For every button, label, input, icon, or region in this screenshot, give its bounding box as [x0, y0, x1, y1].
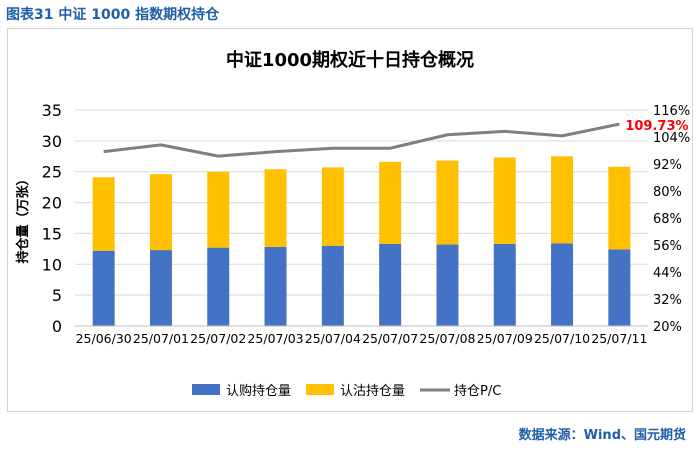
chart-frame	[7, 28, 693, 412]
x-tick-label: 25/07/03	[247, 331, 303, 346]
y-tick-label: 0	[52, 317, 62, 336]
y2-tick-label: 56%	[653, 239, 682, 254]
bar-call	[92, 250, 115, 326]
y-tick-label: 25	[42, 163, 62, 182]
legend-label: 认购持仓量	[226, 383, 291, 399]
bar-call	[379, 243, 402, 326]
y2-tick-label: 68%	[653, 212, 682, 227]
y2-tick-label: 32%	[653, 293, 682, 308]
bar-call	[207, 247, 230, 326]
legend-swatch	[192, 384, 220, 395]
bar-put	[551, 156, 574, 244]
y-tick-label: 5	[52, 286, 62, 305]
axes: 0510152025303520%32%44%56%68%80%92%104%1…	[42, 101, 691, 346]
legend-label: 认沽持仓量	[340, 384, 405, 399]
bar-put	[436, 160, 459, 245]
y2-tick-label: 80%	[653, 185, 682, 200]
y2-tick-label: 20%	[653, 320, 682, 335]
y-axis-label: 持仓量（万张）	[15, 172, 31, 263]
y-tick-label: 20	[42, 194, 62, 213]
bar-call	[551, 243, 574, 326]
y2-tick-label: 44%	[653, 266, 682, 281]
pc-ratio-line: 109.73%	[103, 119, 689, 158]
bar-put	[321, 167, 344, 246]
x-tick-label: 25/06/30	[76, 331, 132, 346]
y-tick-label: 30	[42, 132, 62, 151]
x-tick-label: 25/07/08	[419, 331, 475, 346]
bar-call	[264, 247, 287, 326]
chart-title: 中证1000期权近十日持仓概况	[226, 49, 474, 71]
legend-label: 持仓P/C	[454, 384, 501, 399]
bar-call	[608, 249, 631, 326]
y-tick-label: 35	[42, 101, 62, 120]
x-tick-label: 25/07/10	[534, 331, 590, 346]
bar-call	[493, 243, 516, 326]
x-tick-label: 25/07/09	[477, 331, 533, 346]
y2-tick-label: 104%	[653, 131, 690, 146]
x-tick-label: 25/07/01	[133, 331, 189, 346]
x-tick-label: 25/07/07	[362, 331, 418, 346]
legend: 认购持仓量 认沽持仓量 持仓P/C	[192, 383, 501, 399]
pc-last-value-label: 109.73%	[625, 119, 688, 134]
bar-put	[149, 174, 172, 251]
y-tick-label: 15	[42, 224, 62, 243]
source-note: 数据来源：Wind、国元期货	[518, 428, 686, 443]
bar-put	[493, 157, 516, 244]
pc-line-path	[103, 122, 620, 158]
x-tick-label: 25/07/02	[190, 331, 246, 346]
bar-put	[379, 161, 402, 244]
x-tick-label: 25/07/04	[305, 331, 361, 346]
bar-call	[149, 250, 172, 326]
bar-call	[321, 245, 344, 326]
bars	[92, 156, 631, 326]
bar-put	[264, 169, 287, 248]
x-tick-label: 25/07/11	[591, 331, 647, 346]
bar-put	[92, 177, 115, 251]
legend-swatch	[306, 384, 334, 395]
bar-put	[207, 171, 230, 248]
bar-call	[436, 244, 459, 326]
y-tick-label: 10	[42, 255, 62, 274]
y2-tick-label: 116%	[653, 104, 690, 119]
figure-title: 图表31 中证 1000 指数期权持仓	[6, 7, 220, 23]
y2-tick-label: 92%	[653, 158, 682, 173]
bar-put	[608, 166, 631, 250]
